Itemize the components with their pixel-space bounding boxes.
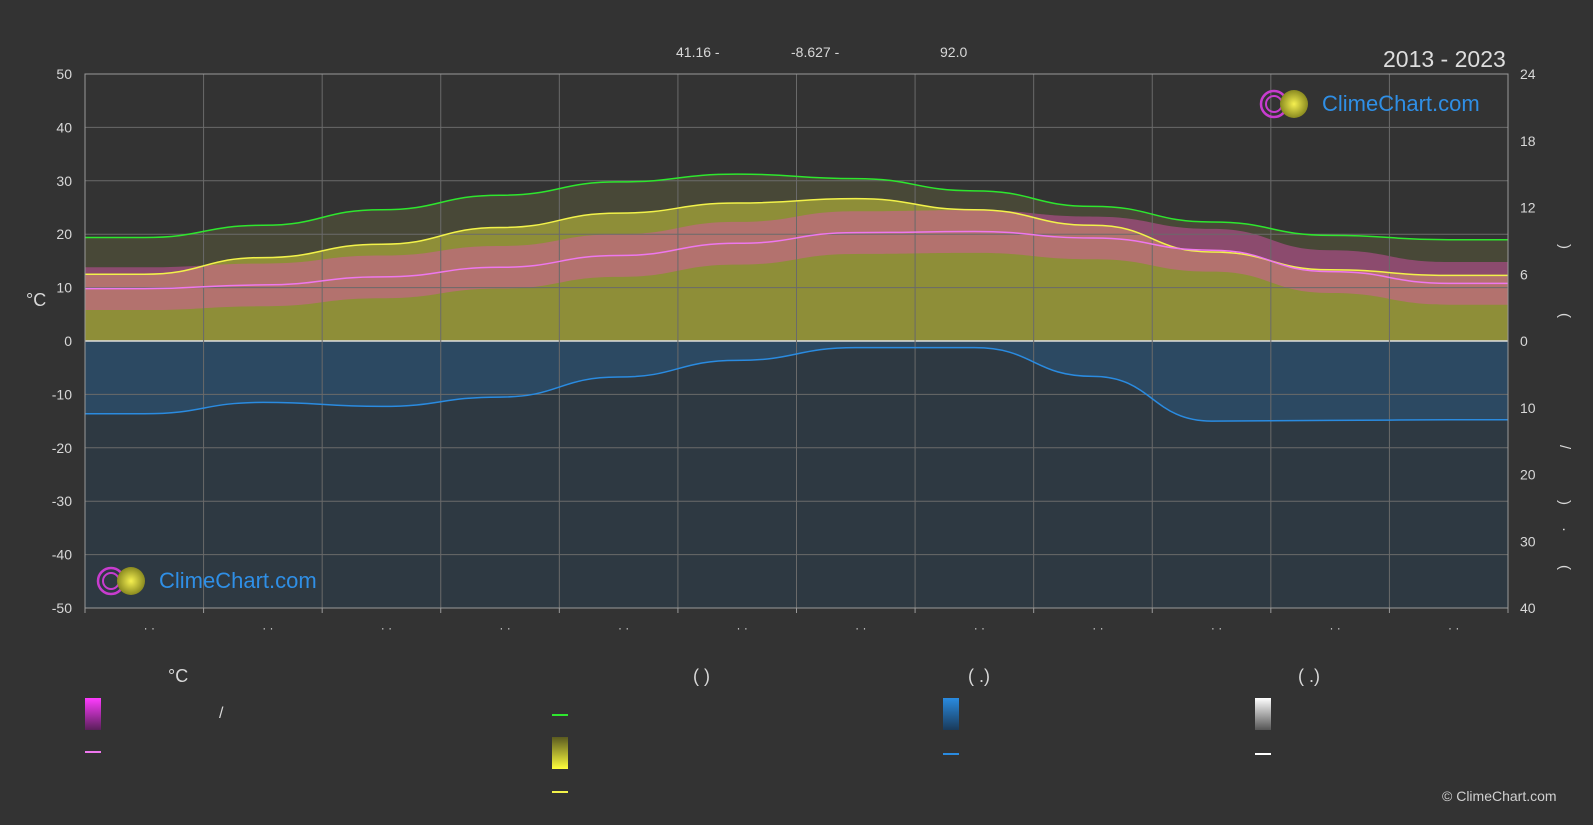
daylight-line	[85, 173, 1508, 241]
right-bottom-tick-label: 30	[1520, 533, 1536, 549]
left-tick-label: 50	[56, 66, 72, 82]
logo-top[interactable]: ClimeChart.com	[1258, 88, 1480, 120]
right-bottom-tick-label: 40	[1520, 600, 1536, 616]
logo-text: ClimeChart.com	[1322, 91, 1480, 116]
left-tick-label: 30	[56, 173, 72, 189]
legend-temp-range-label: /	[219, 705, 224, 722]
logo-text: ClimeChart.com	[159, 568, 317, 593]
right-axis-glyph: (	[1556, 313, 1573, 318]
legend-sunshine-line-swatch	[552, 791, 568, 793]
legend-sun-head: ( )	[693, 666, 710, 686]
left-tick-label: 10	[56, 280, 72, 296]
left-tick-label: -50	[52, 600, 72, 616]
legend-snow-line-swatch	[1255, 753, 1271, 755]
legend-sunshine-swatch	[552, 737, 568, 769]
month-label: · ·	[1211, 621, 1222, 635]
right-axis-glyph: )	[1556, 500, 1573, 505]
legend-precip-line-swatch	[943, 753, 959, 755]
left-axis-unit: °C	[26, 290, 47, 310]
month-label: · ·	[499, 621, 510, 635]
precip-line	[85, 346, 1508, 422]
right-top-tick-label: 18	[1520, 133, 1536, 149]
right-axis-glyph: (	[1556, 565, 1573, 570]
right-axis-glyph: ·	[1556, 527, 1573, 532]
mean-temp-line	[84, 230, 1508, 290]
month-label: · ·	[618, 621, 629, 635]
month-label: · ·	[262, 621, 273, 635]
right-top-tick-label: 24	[1520, 66, 1536, 82]
legend-precip-swatch	[943, 698, 959, 730]
legend-mean-temp-swatch	[85, 751, 101, 753]
climechart-logo-icon	[1259, 89, 1308, 119]
legend-temp-head: °C	[168, 666, 189, 686]
elevation-label: 92.0	[940, 44, 968, 60]
month-label: · ·	[855, 621, 866, 635]
longitude-label: -8.627 -	[791, 44, 840, 60]
legend-snow-head: ( .)	[1298, 666, 1320, 686]
left-tick-label: 40	[56, 119, 72, 135]
month-label: · ·	[1448, 621, 1459, 635]
axis-ticks: 50 40 30 20 10 0 -10 -20 -30 -40 -50 24 18 12 6 0 10 20 30…	[52, 66, 1573, 635]
month-label: · ·	[1329, 621, 1340, 635]
month-label: · ·	[737, 621, 748, 635]
legend-daylight-swatch	[552, 714, 568, 716]
month-label: · ·	[1092, 621, 1103, 635]
latitude-label: 41.16 -	[676, 44, 720, 60]
right-bottom-tick-label: 10	[1520, 400, 1536, 416]
month-label: · ·	[381, 621, 392, 635]
right-top-tick-label: 0	[1520, 333, 1528, 349]
left-tick-label: -30	[52, 493, 72, 509]
right-top-tick-label: 6	[1520, 266, 1528, 282]
copyright: © ClimeChart.com	[1442, 788, 1557, 804]
left-tick-label: -20	[52, 440, 72, 456]
climechart-logo-icon	[96, 566, 145, 596]
plot-frame	[84, 73, 1509, 609]
legend-temp-range-swatch	[85, 698, 101, 730]
right-axis-glyph: /	[1556, 445, 1573, 450]
month-label: · ·	[144, 621, 155, 635]
right-top-tick-label: 12	[1520, 200, 1536, 216]
right-axis-glyph: )	[1556, 244, 1573, 249]
left-tick-label: 0	[64, 333, 72, 349]
legend-rain-head: ( .)	[968, 666, 990, 686]
logo-bottom[interactable]: ClimeChart.com	[95, 565, 317, 597]
right-bottom-tick-label: 20	[1520, 467, 1536, 483]
left-tick-label: -10	[52, 386, 72, 402]
left-tick-label: -40	[52, 547, 72, 563]
legend-snow-swatch	[1255, 698, 1271, 730]
climate-lines	[84, 173, 1508, 422]
month-label: · ·	[974, 621, 985, 635]
period-label: 2013 - 2023	[1383, 46, 1506, 72]
left-tick-label: 20	[56, 226, 72, 242]
